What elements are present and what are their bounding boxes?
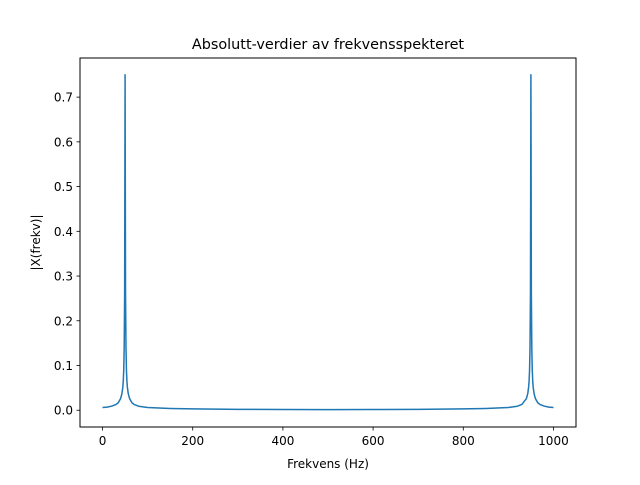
x-tick-label: 600 xyxy=(362,434,385,448)
x-tick-label: 400 xyxy=(271,434,294,448)
x-tick-label: 200 xyxy=(181,434,204,448)
plot-area xyxy=(102,74,554,411)
y-axis-label: |X(frekv)| xyxy=(29,215,43,271)
x-axis-ticks: 0 200 400 600 800 1000 xyxy=(99,427,569,448)
y-tick-label: 0.4 xyxy=(54,225,73,239)
y-tick-label: 0.6 xyxy=(54,135,73,149)
y-tick-label: 0.1 xyxy=(54,359,73,373)
x-tick-label: 1000 xyxy=(538,434,569,448)
axes-frame xyxy=(79,57,577,428)
y-axis-ticks: 0.0 0.1 0.2 0.3 0.4 0.5 0.6 0.7 xyxy=(54,91,80,418)
y-tick-label: 0.5 xyxy=(54,180,73,194)
y-tick-label: 0.0 xyxy=(54,404,73,418)
x-tick-label: 800 xyxy=(452,434,475,448)
x-axis-label: Frekvens (Hz) xyxy=(287,457,369,471)
x-tick-label: 0 xyxy=(99,434,107,448)
y-tick-label: 0.2 xyxy=(54,314,73,328)
y-tick-label: 0.3 xyxy=(54,270,73,284)
series-line-0 xyxy=(102,74,554,411)
y-tick-label: 0.7 xyxy=(54,91,73,105)
chart-title: Absolutt-verdier av frekvensspekteret xyxy=(192,37,465,53)
